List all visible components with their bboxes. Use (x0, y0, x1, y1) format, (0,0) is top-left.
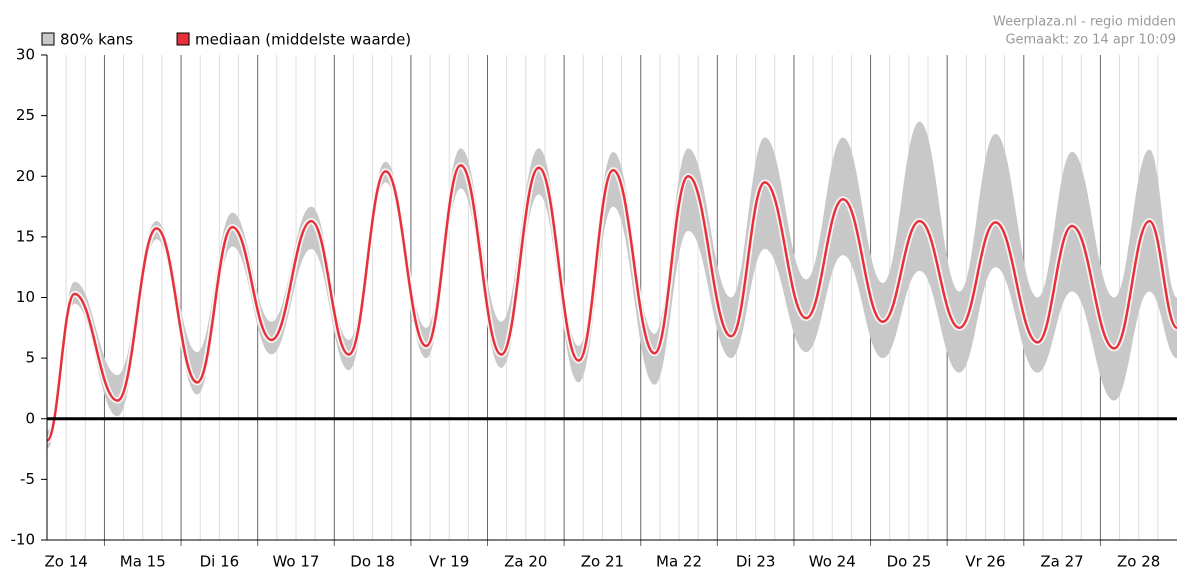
legend-swatch (176, 32, 190, 46)
x-tick-label: Zo 28 (1117, 553, 1160, 571)
x-tick-label: Do 18 (350, 553, 395, 571)
x-tick-label: Vr 19 (429, 553, 469, 571)
x-tick-label: Za 27 (1040, 553, 1083, 571)
x-tick-label: Wo 24 (809, 553, 856, 571)
x-tick-label: Za 20 (504, 553, 547, 571)
y-tick-label: 15 (16, 227, 35, 245)
x-tick-label: Wo 17 (272, 553, 319, 571)
legend-label: mediaan (middelste waarde) (195, 31, 411, 49)
y-tick-label: 20 (16, 167, 35, 185)
legend-label: 80% kans (60, 31, 133, 49)
y-tick-label: 0 (25, 409, 35, 427)
plot (47, 121, 1177, 450)
x-tick-label: Vr 26 (965, 553, 1005, 571)
x-tick-label: Ma 15 (120, 553, 166, 571)
x-tick-label: Zo 21 (581, 553, 624, 571)
band-area (47, 121, 1177, 450)
x-tick-label: Di 23 (736, 553, 776, 571)
legend-swatch (41, 32, 55, 46)
x-tick-label: Di 16 (200, 553, 240, 571)
created: Gemaakt: zo 14 apr 10:09 (1005, 33, 1176, 48)
source: Weerplaza.nl - regio midden (993, 15, 1176, 30)
y-tick-label: 10 (16, 288, 35, 306)
x-tick-label: Do 25 (887, 553, 932, 571)
x-tick-label: Zo 14 (44, 553, 87, 571)
y-tick-label: 30 (16, 46, 35, 64)
y-tick-label: 25 (16, 106, 35, 124)
y-tick-label: 5 (25, 349, 35, 367)
y-tick-label: -10 (11, 531, 36, 549)
y-tick-label: -5 (20, 470, 35, 488)
median-line (47, 164, 1177, 442)
x-tick-label: Ma 22 (656, 553, 702, 571)
